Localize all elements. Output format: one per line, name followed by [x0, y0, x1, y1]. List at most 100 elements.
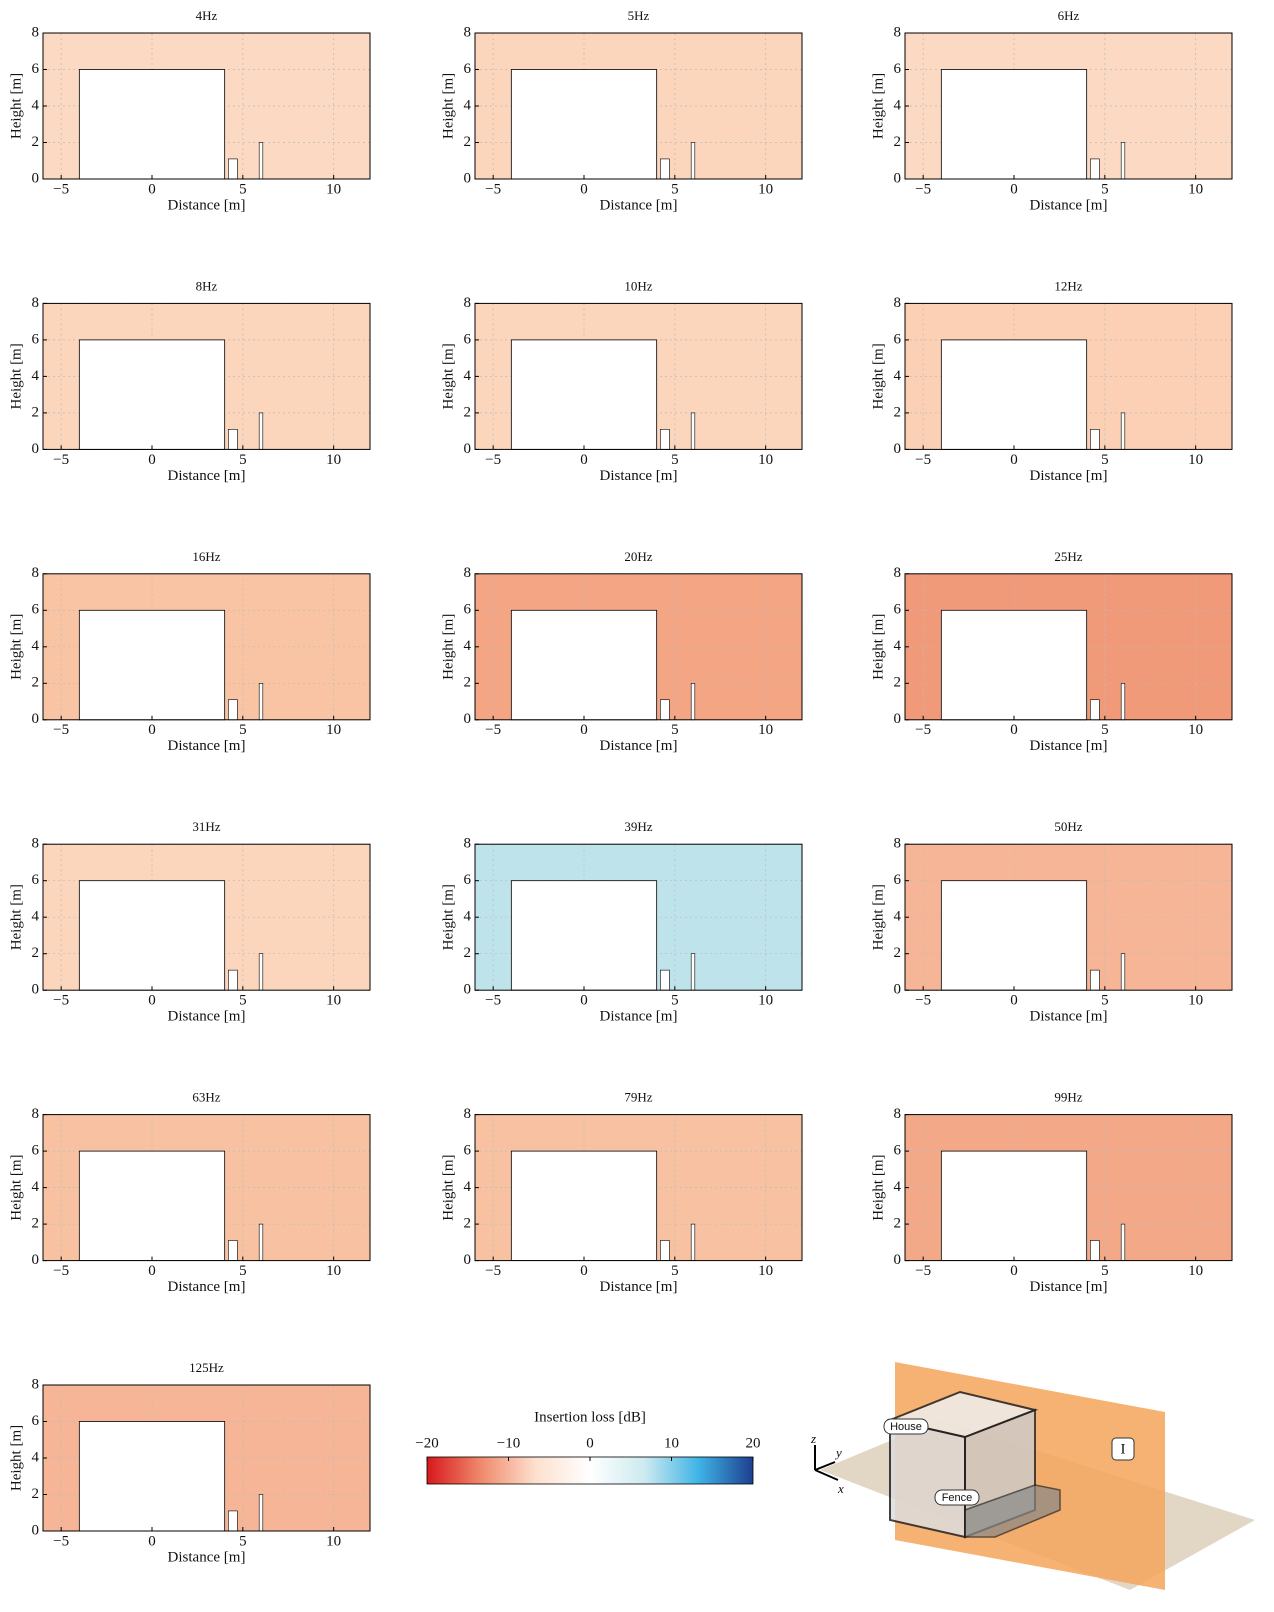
x-tick-label: 10 — [1188, 993, 1203, 1009]
y-tick-label: 0 — [464, 1252, 472, 1268]
y-tick-label: 8 — [894, 836, 902, 852]
x-tick-label: 0 — [148, 1263, 156, 1279]
x-tick-label: 10 — [326, 722, 341, 738]
x-tick-label: 0 — [580, 452, 588, 468]
y-axis-label: Height [m] — [8, 884, 24, 950]
house — [941, 1151, 1086, 1261]
y-tick-label: 0 — [894, 711, 902, 727]
x-tick-label: 10 — [326, 993, 341, 1009]
plane-label: I — [1121, 1441, 1126, 1457]
y-tick-label: 2 — [464, 404, 472, 420]
y-tick-label: 0 — [464, 170, 472, 186]
x-tick-label: 5 — [1101, 993, 1109, 1009]
x-tick-label: −10 — [497, 1435, 520, 1451]
x-tick-label: 5 — [671, 993, 679, 1009]
panel-title: 10Hz — [624, 278, 652, 293]
y-tick-label: 6 — [464, 331, 472, 347]
y-axis-label: Height [m] — [8, 343, 24, 409]
porch — [1090, 429, 1099, 449]
x-tick-label: 10 — [326, 1533, 341, 1549]
porch — [660, 1241, 669, 1261]
x-tick-label: 0 — [586, 1435, 594, 1451]
x-tick-label: 5 — [239, 993, 247, 1009]
y-tick-label: 6 — [464, 1143, 472, 1159]
house — [511, 340, 656, 450]
y-tick-label: 4 — [32, 1449, 40, 1465]
y-tick-label: 8 — [464, 836, 472, 852]
house — [511, 881, 656, 991]
x-tick-label: 0 — [148, 722, 156, 738]
porch — [660, 700, 669, 720]
panel-title: 79Hz — [624, 1090, 652, 1105]
y-axis-label: Height [m] — [440, 343, 456, 409]
panel-title: 39Hz — [624, 819, 652, 834]
house — [511, 610, 656, 720]
x-tick-label: 10 — [326, 1263, 341, 1279]
y-tick-label: 6 — [894, 602, 902, 618]
x-tick-label: −5 — [915, 452, 931, 468]
x-axis-label: Distance [m] — [1030, 197, 1108, 213]
x-tick-label: 5 — [1101, 722, 1109, 738]
x-tick-label: −5 — [485, 1263, 501, 1279]
panel-title: 20Hz — [624, 549, 652, 564]
porch — [228, 159, 237, 179]
fence — [259, 143, 263, 180]
x-tick-label: −5 — [53, 993, 69, 1009]
x-tick-label: 0 — [580, 1263, 588, 1279]
x-axis-label: Distance [m] — [1030, 738, 1108, 754]
house — [79, 881, 224, 991]
y-tick-label: 2 — [32, 404, 40, 420]
y-tick-label: 2 — [32, 675, 40, 691]
y-tick-label: 8 — [464, 1106, 472, 1122]
x-tick-label: 5 — [239, 722, 247, 738]
fence — [1121, 683, 1125, 720]
house — [941, 70, 1086, 180]
x-tick-label: −5 — [915, 1263, 931, 1279]
x-axis-label: Distance [m] — [600, 1279, 678, 1295]
panel-title: 8Hz — [196, 278, 218, 293]
y-tick-label: 2 — [894, 945, 902, 961]
y-axis-label: Height [m] — [8, 73, 24, 139]
x-axis-label: Distance [m] — [168, 1549, 246, 1565]
porch — [228, 1511, 237, 1531]
porch — [1090, 700, 1099, 720]
y-tick-label: 0 — [32, 982, 40, 998]
fence — [691, 413, 695, 450]
x-tick-label: −5 — [53, 1263, 69, 1279]
y-tick-label: 2 — [464, 675, 472, 691]
x-tick-label: 0 — [580, 722, 588, 738]
porch — [228, 1241, 237, 1261]
house — [941, 881, 1086, 991]
axis-label: y — [834, 1445, 842, 1460]
y-tick-label: 8 — [32, 24, 40, 40]
fence — [691, 683, 695, 720]
fence — [259, 1224, 263, 1261]
y-tick-label: 4 — [464, 909, 472, 925]
y-tick-label: 4 — [894, 638, 902, 654]
panel-title: 99Hz — [1054, 1090, 1082, 1105]
x-tick-label: −5 — [915, 181, 931, 197]
x-tick-label: 5 — [671, 452, 679, 468]
y-tick-label: 4 — [32, 368, 40, 384]
porch — [1090, 970, 1099, 990]
y-axis-label: Height [m] — [8, 1425, 24, 1491]
y-tick-label: 0 — [32, 441, 40, 457]
x-tick-label: −5 — [53, 722, 69, 738]
y-tick-label: 8 — [464, 565, 472, 581]
y-tick-label: 2 — [32, 134, 40, 150]
y-tick-label: 8 — [32, 836, 40, 852]
y-tick-label: 2 — [32, 945, 40, 961]
x-tick-label: 10 — [1188, 452, 1203, 468]
y-tick-label: 8 — [464, 24, 472, 40]
x-tick-label: 5 — [1101, 1263, 1109, 1279]
panel-title: 12Hz — [1054, 278, 1082, 293]
x-tick-label: 0 — [148, 993, 156, 1009]
y-axis-label: Height [m] — [8, 1154, 24, 1220]
axis-label: z — [810, 1431, 816, 1446]
x-tick-label: 10 — [664, 1435, 679, 1451]
y-tick-label: 4 — [894, 909, 902, 925]
porch — [1090, 1241, 1099, 1261]
porch — [228, 970, 237, 990]
x-axis-label: Distance [m] — [600, 738, 678, 754]
house — [79, 70, 224, 180]
